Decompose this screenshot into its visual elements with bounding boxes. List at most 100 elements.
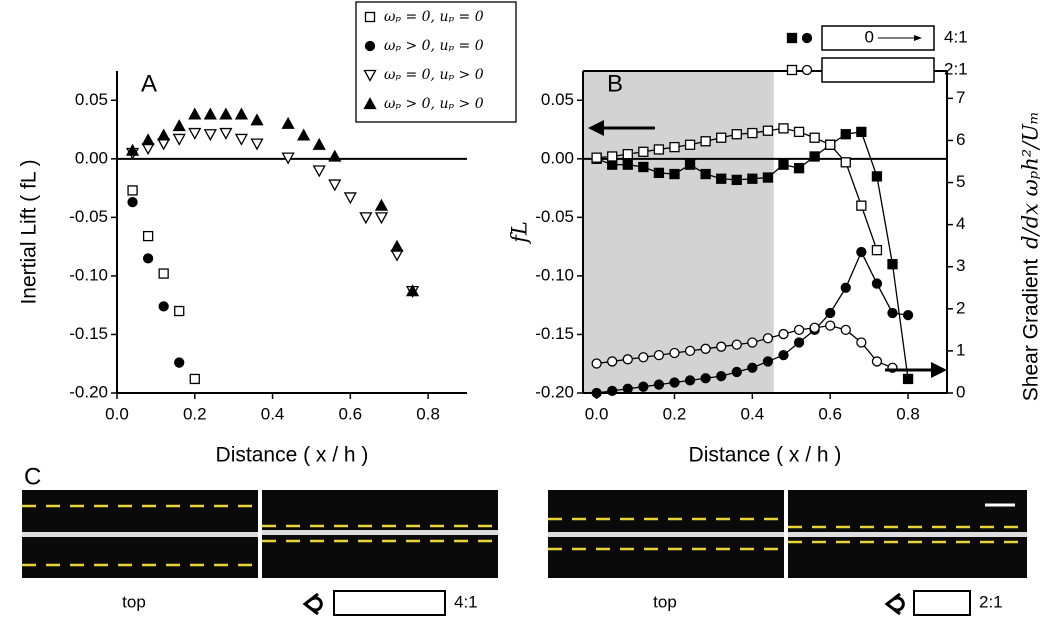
legend-marker bbox=[364, 11, 376, 23]
shaded-region bbox=[583, 71, 774, 393]
marker bbox=[731, 339, 742, 350]
marker bbox=[188, 107, 202, 120]
marker bbox=[793, 337, 805, 348]
marker bbox=[856, 246, 867, 258]
marker bbox=[638, 352, 649, 363]
marker bbox=[591, 358, 602, 369]
micrograph bbox=[788, 490, 1027, 578]
marker bbox=[856, 200, 867, 211]
marker bbox=[669, 168, 680, 180]
y2-tick-label: 4 bbox=[956, 214, 965, 233]
marker bbox=[638, 161, 649, 173]
marker bbox=[902, 373, 914, 385]
caption: top bbox=[653, 592, 677, 611]
y2-tick-label: 6 bbox=[956, 130, 965, 149]
marker bbox=[250, 138, 264, 151]
marker bbox=[716, 173, 727, 184]
marker bbox=[607, 356, 618, 367]
marker bbox=[234, 133, 249, 146]
y-tick-label: -0.05 bbox=[69, 207, 108, 226]
y2-tick-label: 0 bbox=[956, 382, 965, 401]
legend-marker bbox=[363, 97, 377, 110]
legend-label: 2:1 bbox=[944, 59, 968, 78]
x-tick-label: 0.4 bbox=[741, 404, 765, 423]
marker bbox=[684, 345, 696, 357]
y2-axis-label: Shear Gradient bbox=[1020, 259, 1043, 402]
marker bbox=[731, 129, 742, 140]
marker bbox=[622, 148, 633, 160]
panel-label: A bbox=[141, 70, 157, 97]
marker bbox=[700, 373, 711, 384]
marker bbox=[825, 307, 836, 319]
legend-swatch bbox=[821, 57, 935, 83]
marker bbox=[219, 127, 233, 140]
legend-label: ωₚ = 0, uₚ = 0 bbox=[384, 9, 484, 25]
marker bbox=[622, 354, 633, 365]
marker bbox=[700, 343, 711, 354]
marker bbox=[731, 174, 742, 186]
marker bbox=[700, 168, 711, 180]
marker bbox=[669, 141, 680, 153]
left-arrow-head bbox=[588, 120, 604, 136]
marker bbox=[189, 373, 200, 385]
marker bbox=[762, 172, 774, 183]
marker bbox=[297, 128, 311, 141]
marker bbox=[127, 185, 138, 196]
x-tick-label: 0.6 bbox=[818, 404, 842, 423]
marker bbox=[871, 356, 883, 367]
marker bbox=[840, 324, 851, 336]
marker bbox=[871, 171, 883, 182]
marker bbox=[669, 377, 680, 388]
y-tick-label: 0.00 bbox=[541, 148, 574, 167]
legend-marker bbox=[801, 32, 813, 44]
marker bbox=[607, 385, 618, 397]
view-icon bbox=[302, 590, 446, 616]
marker bbox=[359, 212, 373, 225]
marker bbox=[328, 149, 342, 162]
marker bbox=[778, 328, 789, 340]
marker bbox=[778, 349, 789, 361]
marker bbox=[747, 337, 758, 348]
marker bbox=[328, 179, 342, 192]
marker bbox=[312, 165, 326, 178]
y2-tick-label: 7 bbox=[956, 88, 965, 107]
axis-arrows bbox=[588, 120, 947, 378]
marker bbox=[188, 127, 202, 140]
view-icon bbox=[884, 590, 971, 616]
marker bbox=[778, 123, 789, 134]
legend-marker bbox=[363, 69, 377, 82]
marker bbox=[902, 309, 914, 321]
marker bbox=[127, 196, 138, 208]
legend-box-text: 0 bbox=[865, 27, 874, 46]
marker bbox=[405, 284, 420, 297]
marker bbox=[174, 305, 185, 317]
marker bbox=[653, 144, 665, 155]
marker bbox=[700, 136, 711, 147]
charts: 0.0 0.2 0.4 0.6 0.8-0.20-0.15-0.10-0.050.000… bbox=[18, 1, 1043, 467]
x-tick-label: 0.8 bbox=[416, 404, 440, 423]
x-axis-label: Distance ( x / h ) bbox=[216, 444, 369, 467]
marker bbox=[374, 212, 389, 225]
y-axis-label: fL bbox=[508, 221, 532, 245]
x-tick-label: 0.2 bbox=[663, 404, 687, 423]
marker bbox=[887, 307, 898, 319]
marker bbox=[731, 366, 742, 378]
marker bbox=[684, 375, 696, 386]
marker bbox=[793, 163, 805, 174]
x-axis-label: Distance ( x / h ) bbox=[689, 444, 842, 467]
y2-axis-label-math: d/dx ωₚh²/Uₘ bbox=[1019, 111, 1043, 249]
marker bbox=[747, 362, 758, 373]
marker bbox=[747, 173, 758, 184]
y-tick-label: -0.15 bbox=[69, 324, 108, 343]
marker bbox=[778, 159, 789, 170]
y-tick-label: -0.05 bbox=[535, 207, 574, 226]
legend-label: ωₚ > 0, uₚ > 0 bbox=[384, 96, 484, 112]
marker bbox=[809, 151, 820, 162]
marker bbox=[142, 230, 154, 242]
y-tick-label: -0.10 bbox=[535, 265, 574, 284]
x-tick-label: 0.6 bbox=[339, 404, 363, 423]
y-tick-label: 0.05 bbox=[541, 90, 574, 109]
y-tick-label: 0.05 bbox=[75, 90, 108, 109]
marker bbox=[172, 119, 186, 132]
y-axis-label: Inertial Lift ( fL ) bbox=[18, 159, 41, 304]
